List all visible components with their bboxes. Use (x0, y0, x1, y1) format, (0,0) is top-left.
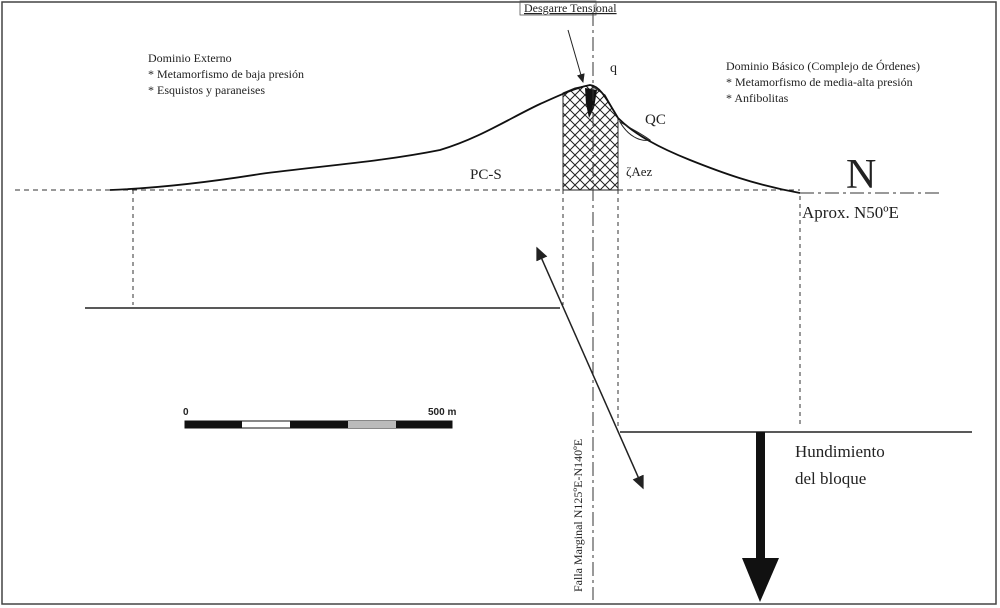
zaez-label: ζAez (626, 164, 653, 179)
topographic-profile (109, 84, 801, 194)
pcs-label: PC-S (470, 167, 502, 183)
domain-item: * Anfibolitas (726, 91, 789, 105)
subsidence-label: Hundimiento (795, 442, 885, 461)
qc-lens (618, 120, 652, 141)
tear-arrow (567, 29, 585, 83)
scale-start: 0 (183, 407, 189, 418)
q-label: q (610, 61, 617, 76)
subsidence-shaft (756, 432, 765, 562)
domain-title: Dominio Externo (148, 51, 232, 65)
domain-title: Dominio Básico (Complejo de Órdenes) (726, 59, 920, 73)
tear-mark (585, 88, 597, 118)
direction-label: Aprox. N50ºE (802, 203, 899, 222)
subsidence-head (742, 558, 779, 602)
fault-label: Falla Marginal N125ºE-N140ºE (571, 439, 585, 592)
scale-end: 500 m (428, 407, 456, 418)
scale-bar (184, 420, 453, 429)
qc-label: QC (645, 112, 666, 128)
domain-item: * Metamorfismo de media-alta presión (726, 75, 913, 89)
tear-label: Desgarre Tensional (524, 1, 617, 15)
domain-item: * Esquistos y paraneises (148, 83, 265, 97)
domain-item: * Metamorfismo de baja presión (148, 67, 304, 81)
tear-box (519, 0, 597, 16)
fault-zone (562, 84, 619, 191)
north-label: N (846, 152, 876, 198)
subsidence-label: del bloque (795, 469, 866, 488)
fault-arrow (536, 246, 644, 490)
